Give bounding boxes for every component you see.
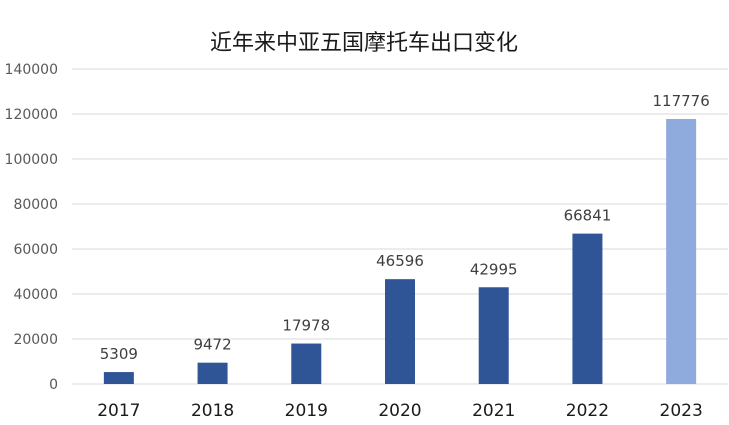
bar-2017 [103,372,134,384]
x-category-label-2018: 2018 [191,401,234,421]
data-label-2017: 5309 [100,345,138,363]
x-axis-categories: 2017 2018 2019 2020 2021 2022 2023 [97,401,703,421]
y-tick-label: 120000 [5,107,58,123]
bars [103,119,697,384]
bar-2023 [666,119,697,384]
x-category-label-2023: 2023 [660,401,703,421]
data-label-2018: 9472 [193,336,231,354]
data-label-2022: 66841 [564,207,612,225]
x-category-label-2019: 2019 [285,401,328,421]
bar-2019 [291,343,322,384]
data-label-2023: 117776 [653,92,710,110]
bar-2018 [197,362,228,384]
x-category-label-2022: 2022 [566,401,609,421]
y-tick-label: 80000 [13,197,58,213]
bar-2022 [572,233,603,384]
y-tick-label: 40000 [13,287,58,303]
y-tick-label: 0 [49,377,58,393]
bar-2021 [478,287,509,384]
y-tick-label: 100000 [5,152,58,168]
data-label-2021: 42995 [470,260,518,278]
data-label-2019: 17978 [282,317,330,335]
y-axis-ticks: 0 20000 40000 60000 80000 100000 120000 140000 [5,62,58,393]
y-tick-label: 60000 [13,242,58,258]
bar-2020 [385,279,415,384]
chart-title: 近年来中亚五国摩托车出口变化 [210,31,518,56]
data-label-2020: 46596 [376,252,424,270]
x-category-label-2017: 2017 [97,401,140,421]
x-category-label-2021: 2021 [472,401,515,421]
y-tick-label: 20000 [13,332,58,348]
y-tick-label: 140000 [5,62,58,78]
x-category-label-2020: 2020 [378,401,421,421]
data-labels: 5309 9472 17978 46596 42995 66841 117776 [100,92,710,363]
